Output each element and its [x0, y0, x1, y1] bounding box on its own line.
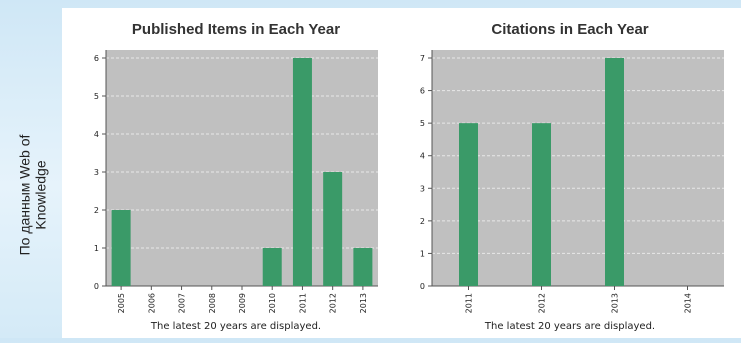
y-tick-label: 3 [94, 168, 99, 177]
chart-title: Citations in Each Year [491, 21, 648, 38]
source-label: По данным Web of Knowledge [2, 70, 62, 320]
bar-2010[interactable] [262, 248, 282, 286]
citations-chart: Citations in Each Year The latest 20 yea… [420, 21, 724, 332]
y-tick-label: 1 [420, 249, 425, 258]
bar-2011[interactable] [459, 123, 478, 287]
chart-note: The latest 20 years are displayed. [150, 321, 321, 332]
plot-area [432, 50, 724, 286]
x-tick-label: 2013 [359, 293, 368, 313]
y-tick-label: 2 [420, 217, 425, 226]
x-tick-label: 2012 [329, 293, 338, 313]
x-tick-label: 2010 [268, 293, 277, 313]
chart-title: Published Items in Each Year [132, 21, 340, 38]
x-tick-label: 2012 [538, 293, 547, 313]
y-tick-label: 7 [420, 54, 425, 63]
y-tick-label: 0 [420, 282, 425, 291]
x-tick-label: 2014 [684, 293, 693, 313]
x-tick-label: 2013 [611, 293, 620, 313]
y-tick-label: 6 [94, 54, 99, 63]
bar-2013[interactable] [353, 248, 373, 286]
published-items-chart: Published Items in Each Year The latest … [94, 21, 378, 332]
y-tick-label: 1 [94, 244, 99, 253]
x-tick-label: 2009 [238, 293, 247, 313]
bar-2011[interactable] [292, 58, 312, 286]
y-tick-label: 4 [94, 130, 99, 139]
y-tick-label: 5 [420, 119, 425, 128]
charts-svg: Published Items in Each Year The latest … [94, 21, 724, 332]
x-tick-label: 2008 [208, 293, 217, 313]
y-tick-label: 2 [94, 206, 99, 215]
chart-note: The latest 20 years are displayed. [484, 321, 655, 332]
x-tick-label: 2007 [178, 293, 187, 313]
charts-panel: Published Items in Each Year The latest … [62, 8, 741, 338]
bar-2012[interactable] [532, 123, 551, 287]
y-tick-label: 6 [420, 87, 425, 96]
y-tick-label: 0 [94, 282, 99, 291]
y-tick-label: 4 [420, 152, 425, 161]
bar-2013[interactable] [605, 58, 624, 286]
source-label-line2: Knowledge [32, 160, 48, 230]
y-tick-label: 5 [94, 92, 99, 101]
y-tick-label: 3 [420, 184, 425, 193]
x-tick-label: 2006 [147, 293, 156, 313]
x-tick-label: 2011 [465, 293, 474, 313]
bar-2012[interactable] [323, 172, 343, 286]
bar-2005[interactable] [111, 210, 131, 286]
x-tick-label: 2011 [298, 293, 307, 313]
x-tick-label: 2005 [117, 293, 126, 313]
source-label-line1: По данным Web of [16, 134, 32, 256]
